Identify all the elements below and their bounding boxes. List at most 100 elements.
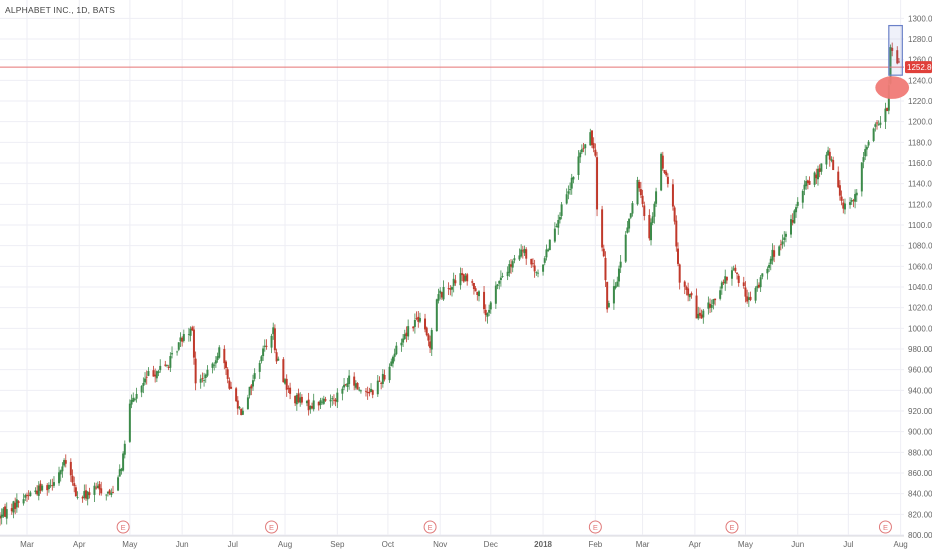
candle-up [346,383,349,388]
candle-down [98,484,101,490]
candle-down [476,291,479,295]
candle-up [624,234,627,262]
candle-up [719,290,722,299]
candle-down [85,490,88,499]
candle-up [157,371,160,374]
candle-down [690,293,693,296]
candle-up [388,366,391,381]
candle-down [677,248,679,264]
candle-up [783,237,786,241]
candle-down [638,181,641,189]
candle-down [602,248,605,257]
candle-down [896,50,899,64]
highlight-rectangle [888,24,903,76]
candle-up [784,233,787,237]
candle-up [110,492,113,496]
candle-up [874,124,877,127]
candle-up [147,371,150,376]
candle-up [569,189,572,191]
candle-down [64,460,67,464]
earnings-marker-label: E [883,523,888,532]
x-tick-label: Apr [73,540,86,549]
candle-up [402,338,405,343]
grid-lines [0,0,904,537]
candle-up [262,348,265,357]
candle-down [484,309,487,316]
candle-up [629,213,632,218]
candle-up [59,470,62,475]
candle-down [639,189,642,196]
candle-down [673,207,676,222]
candle-down [181,337,184,342]
candle-down [415,318,418,320]
candle-down [700,314,703,319]
candle-up [653,203,656,217]
candle-down [601,209,604,248]
candle-up [123,443,126,455]
candle-up [241,410,244,415]
candle-down [368,391,371,394]
candle-down [10,508,13,512]
candle-down [88,492,91,496]
candle-down [525,249,528,259]
price-axis[interactable]: 800.00 820.00 840.00 860.00 880.00 900.00 920.… [908,14,932,540]
candle-up [159,365,162,371]
candle-up [187,334,190,335]
candle-up [732,268,735,270]
candle-down [39,483,42,491]
candle-up [518,255,521,260]
candle-down [225,361,227,369]
candle-down [725,276,728,281]
candle-up [376,380,379,395]
candle-up [555,226,558,228]
candle-up [120,468,123,472]
candle-down [297,393,300,403]
candle-down [687,288,690,296]
candle-down [757,284,760,288]
candle-up [801,190,804,203]
x-tick-label: Oct [382,540,395,549]
candle-up [22,499,25,504]
candle-up [557,220,560,228]
y-tick-label: 1140.00 [908,180,932,189]
candle-down [0,515,1,519]
time-axis[interactable]: Mar Apr May Jun Jul Aug Sep Oct Nov Dec 2018 Feb Mar… [20,540,908,549]
candle-up [144,378,147,383]
x-tick-label: Jul [843,540,853,549]
candle-down [226,369,229,379]
candle-down [51,485,54,486]
candle-up [61,466,64,472]
candle-up [117,477,120,491]
candle-up [619,261,622,268]
candle-up [58,472,61,484]
candle-up [295,394,298,405]
candle-down [164,364,167,366]
candle-up [572,176,575,180]
candle-up [305,400,308,404]
candle-up [795,207,798,213]
candle-down [427,334,430,341]
candle-down [742,282,745,287]
candle-up [260,356,263,362]
earnings-marker-label: E [729,523,734,532]
candle-up [452,278,455,286]
candle-down [530,258,533,265]
candle-up [381,373,384,384]
earnings-marker [588,520,602,534]
candle-up [76,497,79,498]
candle-up [403,334,406,339]
price-tag-bg [905,61,932,74]
candle-down [842,202,845,209]
candle-down [356,383,359,390]
candle-up [854,194,857,202]
candle-down [685,286,688,290]
candle-up [179,337,182,342]
candle-up [707,302,710,309]
candle-up [299,397,302,403]
candle-up [860,162,863,192]
candle-up [49,485,52,487]
candle-down [240,408,243,416]
candle-down [300,396,303,403]
candle-down [71,475,74,483]
